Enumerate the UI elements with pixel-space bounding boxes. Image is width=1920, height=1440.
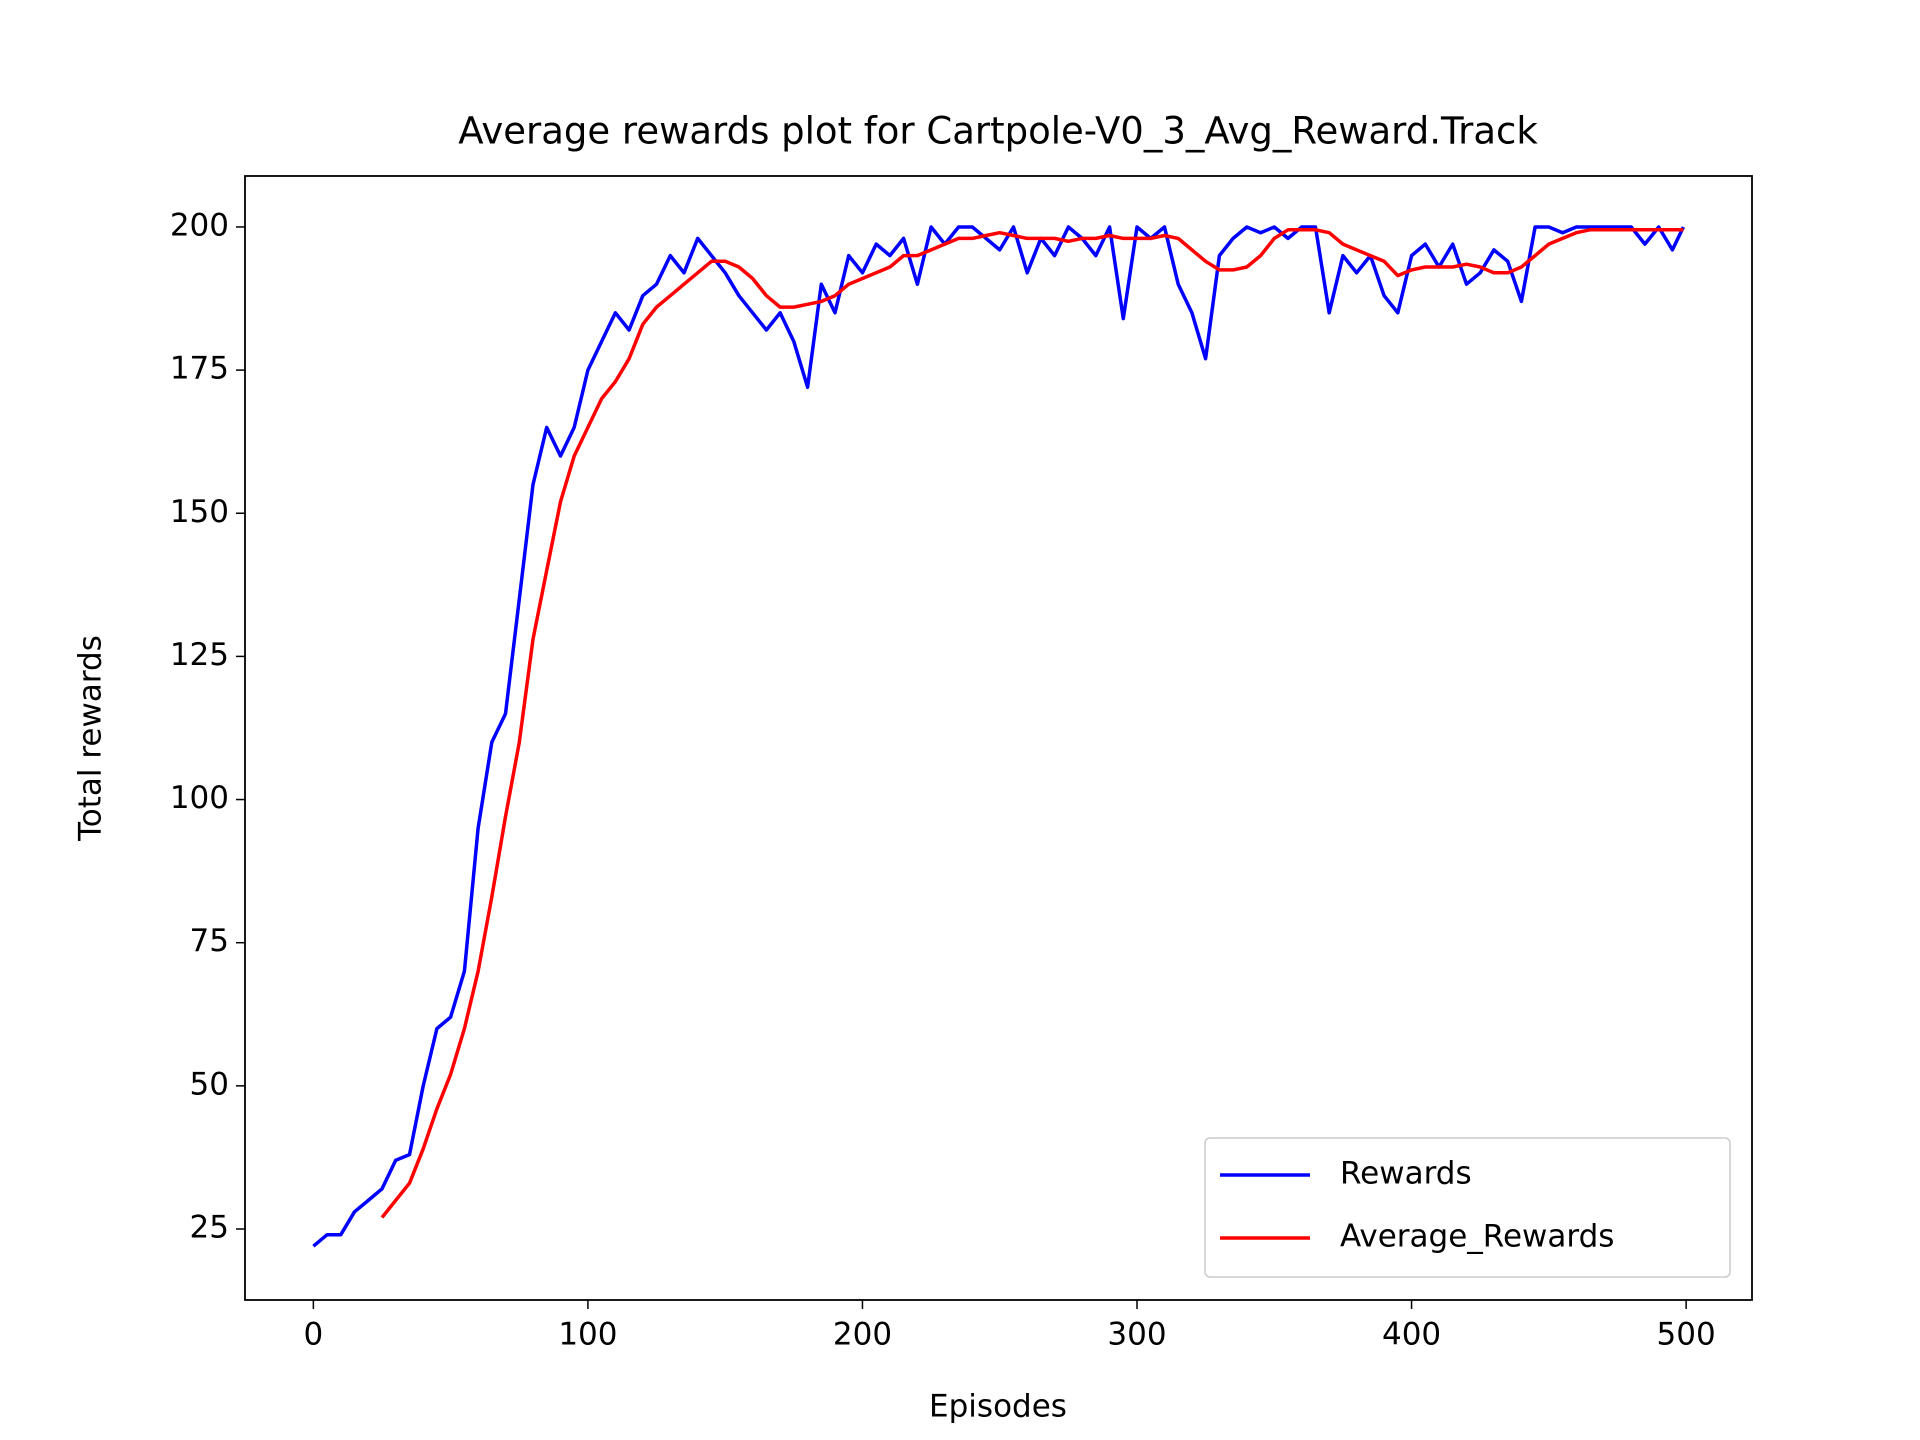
y-tick-label: 200 [170,207,229,243]
y-tick-label: 175 [170,351,229,387]
legend-box [1204,1137,1731,1278]
y-tick-label: 25 [190,1209,229,1245]
x-tick-label: 200 [833,1317,892,1353]
chart-title: Average rewards plot for Cartpole-V0_3_A… [458,110,1538,153]
x-tick-label: 300 [1107,1317,1166,1353]
y-tick-label: 100 [170,780,229,816]
series-line [312,225,1685,1248]
series-line [380,228,1684,1219]
y-tick-label: 125 [170,637,229,673]
y-axis-label: Total rewards [73,635,109,842]
x-tick-label: 500 [1657,1317,1716,1353]
x-tick-label: 100 [558,1317,617,1353]
y-tick-label: 150 [170,494,229,530]
y-tick-label: 50 [190,1066,229,1102]
y-tick-label: 75 [190,923,229,959]
x-tick-label: 0 [303,1317,323,1353]
legend-label: Average_Rewards [1340,1219,1614,1255]
legend-label: Rewards [1340,1156,1472,1192]
x-axis-label: Episodes [929,1389,1067,1425]
plot-frame [244,175,1753,1301]
x-tick-label: 400 [1382,1317,1441,1353]
